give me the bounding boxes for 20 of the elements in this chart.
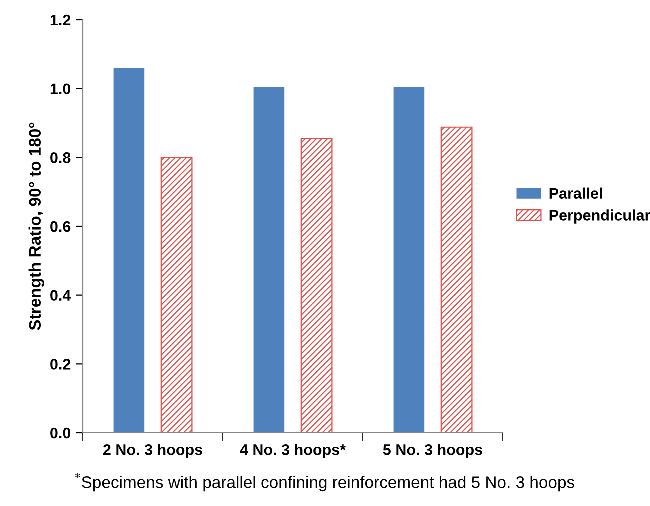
legend-label: Perpendicular — [550, 210, 650, 224]
y-tick-label: 0.8 — [50, 152, 71, 164]
y-tick-label: 1.0 — [50, 84, 71, 95]
y-axis-title: Strength Ratio, 90° to 180° — [28, 122, 44, 330]
bar — [254, 87, 285, 433]
x-tick-label: 4 No. 3 hoops* — [240, 444, 346, 458]
y-tick-label: 0.4 — [50, 290, 72, 302]
bar — [160, 157, 193, 433]
bar — [300, 138, 333, 433]
x-tick-label: 2 No. 3 hoops — [103, 444, 202, 458]
bar — [114, 68, 145, 433]
y-tick-label: 0.2 — [50, 359, 71, 370]
bar — [394, 87, 425, 433]
y-tick-label: 1.2 — [50, 14, 71, 26]
bar — [440, 126, 473, 433]
y-tick-label: 0.6 — [50, 221, 71, 232]
y-tick-label: 0.0 — [50, 428, 71, 439]
text: $^{*}$Specimens with parallel confining reinforcement had 5 No. 3 hoops — [75, 473, 574, 492]
x-tick-label: 5 No. 3 hoops — [383, 444, 482, 458]
legend-label: Parallel — [550, 188, 602, 200]
